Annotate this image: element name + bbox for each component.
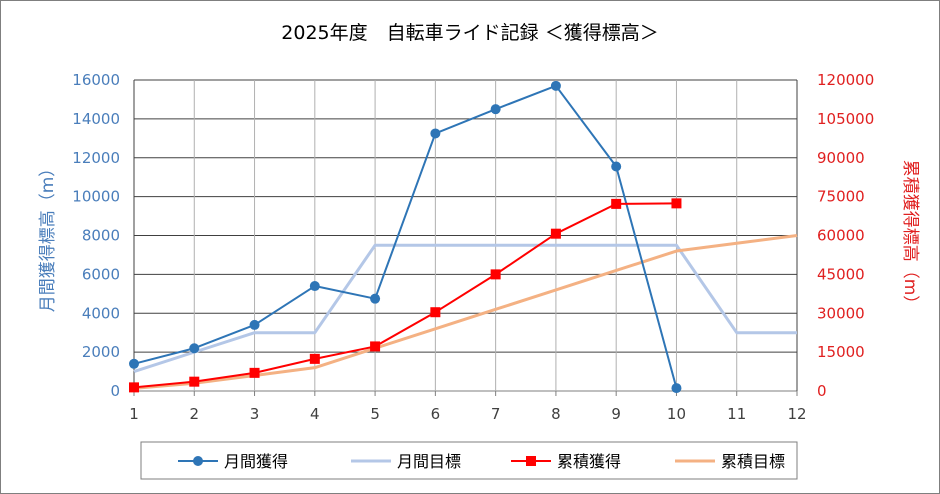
y-tick-right: 75000: [817, 188, 865, 206]
grid-layer: [133, 79, 798, 392]
y-tick-left: 6000: [82, 265, 120, 283]
data-point-circle: [490, 104, 501, 115]
y-tick-left: 14000: [72, 110, 120, 128]
data-point-circle: [249, 319, 260, 330]
data-point-circle: [309, 281, 320, 292]
series-line-3: [133, 202, 677, 389]
data-point-circle: [189, 343, 200, 354]
y-axis-label-left: 月間獲得標高（m）: [38, 160, 58, 313]
data-point-square: [370, 341, 381, 352]
legend-swatch-square: [526, 456, 536, 466]
y-tick-left: 8000: [82, 227, 120, 245]
y-tick-right: 45000: [817, 265, 865, 283]
x-tick-label: 3: [250, 405, 260, 423]
x-tick-label: 4: [310, 405, 320, 423]
y-tick-right: 120000: [817, 71, 874, 89]
y-tick-right: 0: [817, 382, 827, 400]
data-point-square: [189, 376, 200, 387]
data-point-square: [129, 382, 139, 393]
x-tick-label: 10: [667, 405, 686, 423]
legend-label: 月間獲得: [224, 452, 288, 471]
axis-layer: 0200040006000800010000120001400016000015…: [72, 71, 874, 423]
data-point-square: [671, 198, 682, 209]
legend-label: 累積目標: [721, 452, 785, 471]
data-point-square: [249, 367, 260, 378]
data-point-circle: [611, 161, 622, 172]
x-tick-label: 8: [551, 405, 561, 423]
series-line-4: [133, 234, 798, 390]
y-tick-left: 0: [110, 382, 120, 400]
data-point-circle: [550, 80, 561, 91]
legend-label: 累積獲得: [557, 452, 621, 471]
data-point-circle: [129, 358, 139, 369]
legend-swatch-circle: [193, 456, 203, 466]
chart-title: 2025年度 自転車ライド記録 ＜獲得標高＞: [281, 22, 658, 44]
y-tick-left: 12000: [72, 149, 120, 167]
y-tick-left: 10000: [72, 188, 120, 206]
x-tick-label: 6: [431, 405, 441, 423]
y-tick-right: 105000: [817, 110, 874, 128]
y-tick-left: 4000: [82, 304, 120, 322]
data-point-square: [550, 228, 561, 239]
series-line-2: [133, 243, 797, 373]
data-point-circle: [430, 128, 441, 139]
legend-items: 月間獲得 月間目標 累積獲得 累積目標: [178, 452, 785, 471]
data-point-square: [430, 307, 441, 318]
x-tick-label: 7: [491, 405, 501, 423]
data-point-square: [309, 353, 320, 364]
data-point-circle: [370, 293, 381, 304]
series-layer: [129, 80, 798, 394]
y-tick-left: 16000: [72, 71, 120, 89]
legend-label: 月間目標: [397, 452, 461, 471]
data-point-circle: [671, 383, 682, 394]
x-tick-label: 12: [787, 405, 806, 423]
series-line-1: [133, 84, 678, 389]
x-tick-label: 11: [727, 405, 746, 423]
x-tick-label: 5: [370, 405, 380, 423]
y-axis-label-right: 累積獲得標高（m）: [900, 160, 920, 313]
y-tick-left: 2000: [82, 343, 120, 361]
y-tick-right: 90000: [817, 149, 865, 167]
x-tick-label: 2: [189, 405, 199, 423]
y-tick-right: 15000: [817, 343, 865, 361]
legend: 月間獲得 月間目標 累積獲得 累積目標: [140, 441, 798, 480]
x-tick-label: 9: [611, 405, 621, 423]
y-tick-right: 30000: [817, 304, 865, 322]
data-point-square: [611, 198, 622, 209]
data-point-square: [490, 269, 501, 280]
x-tick-label: 1: [129, 405, 139, 423]
y-tick-right: 60000: [817, 227, 865, 245]
